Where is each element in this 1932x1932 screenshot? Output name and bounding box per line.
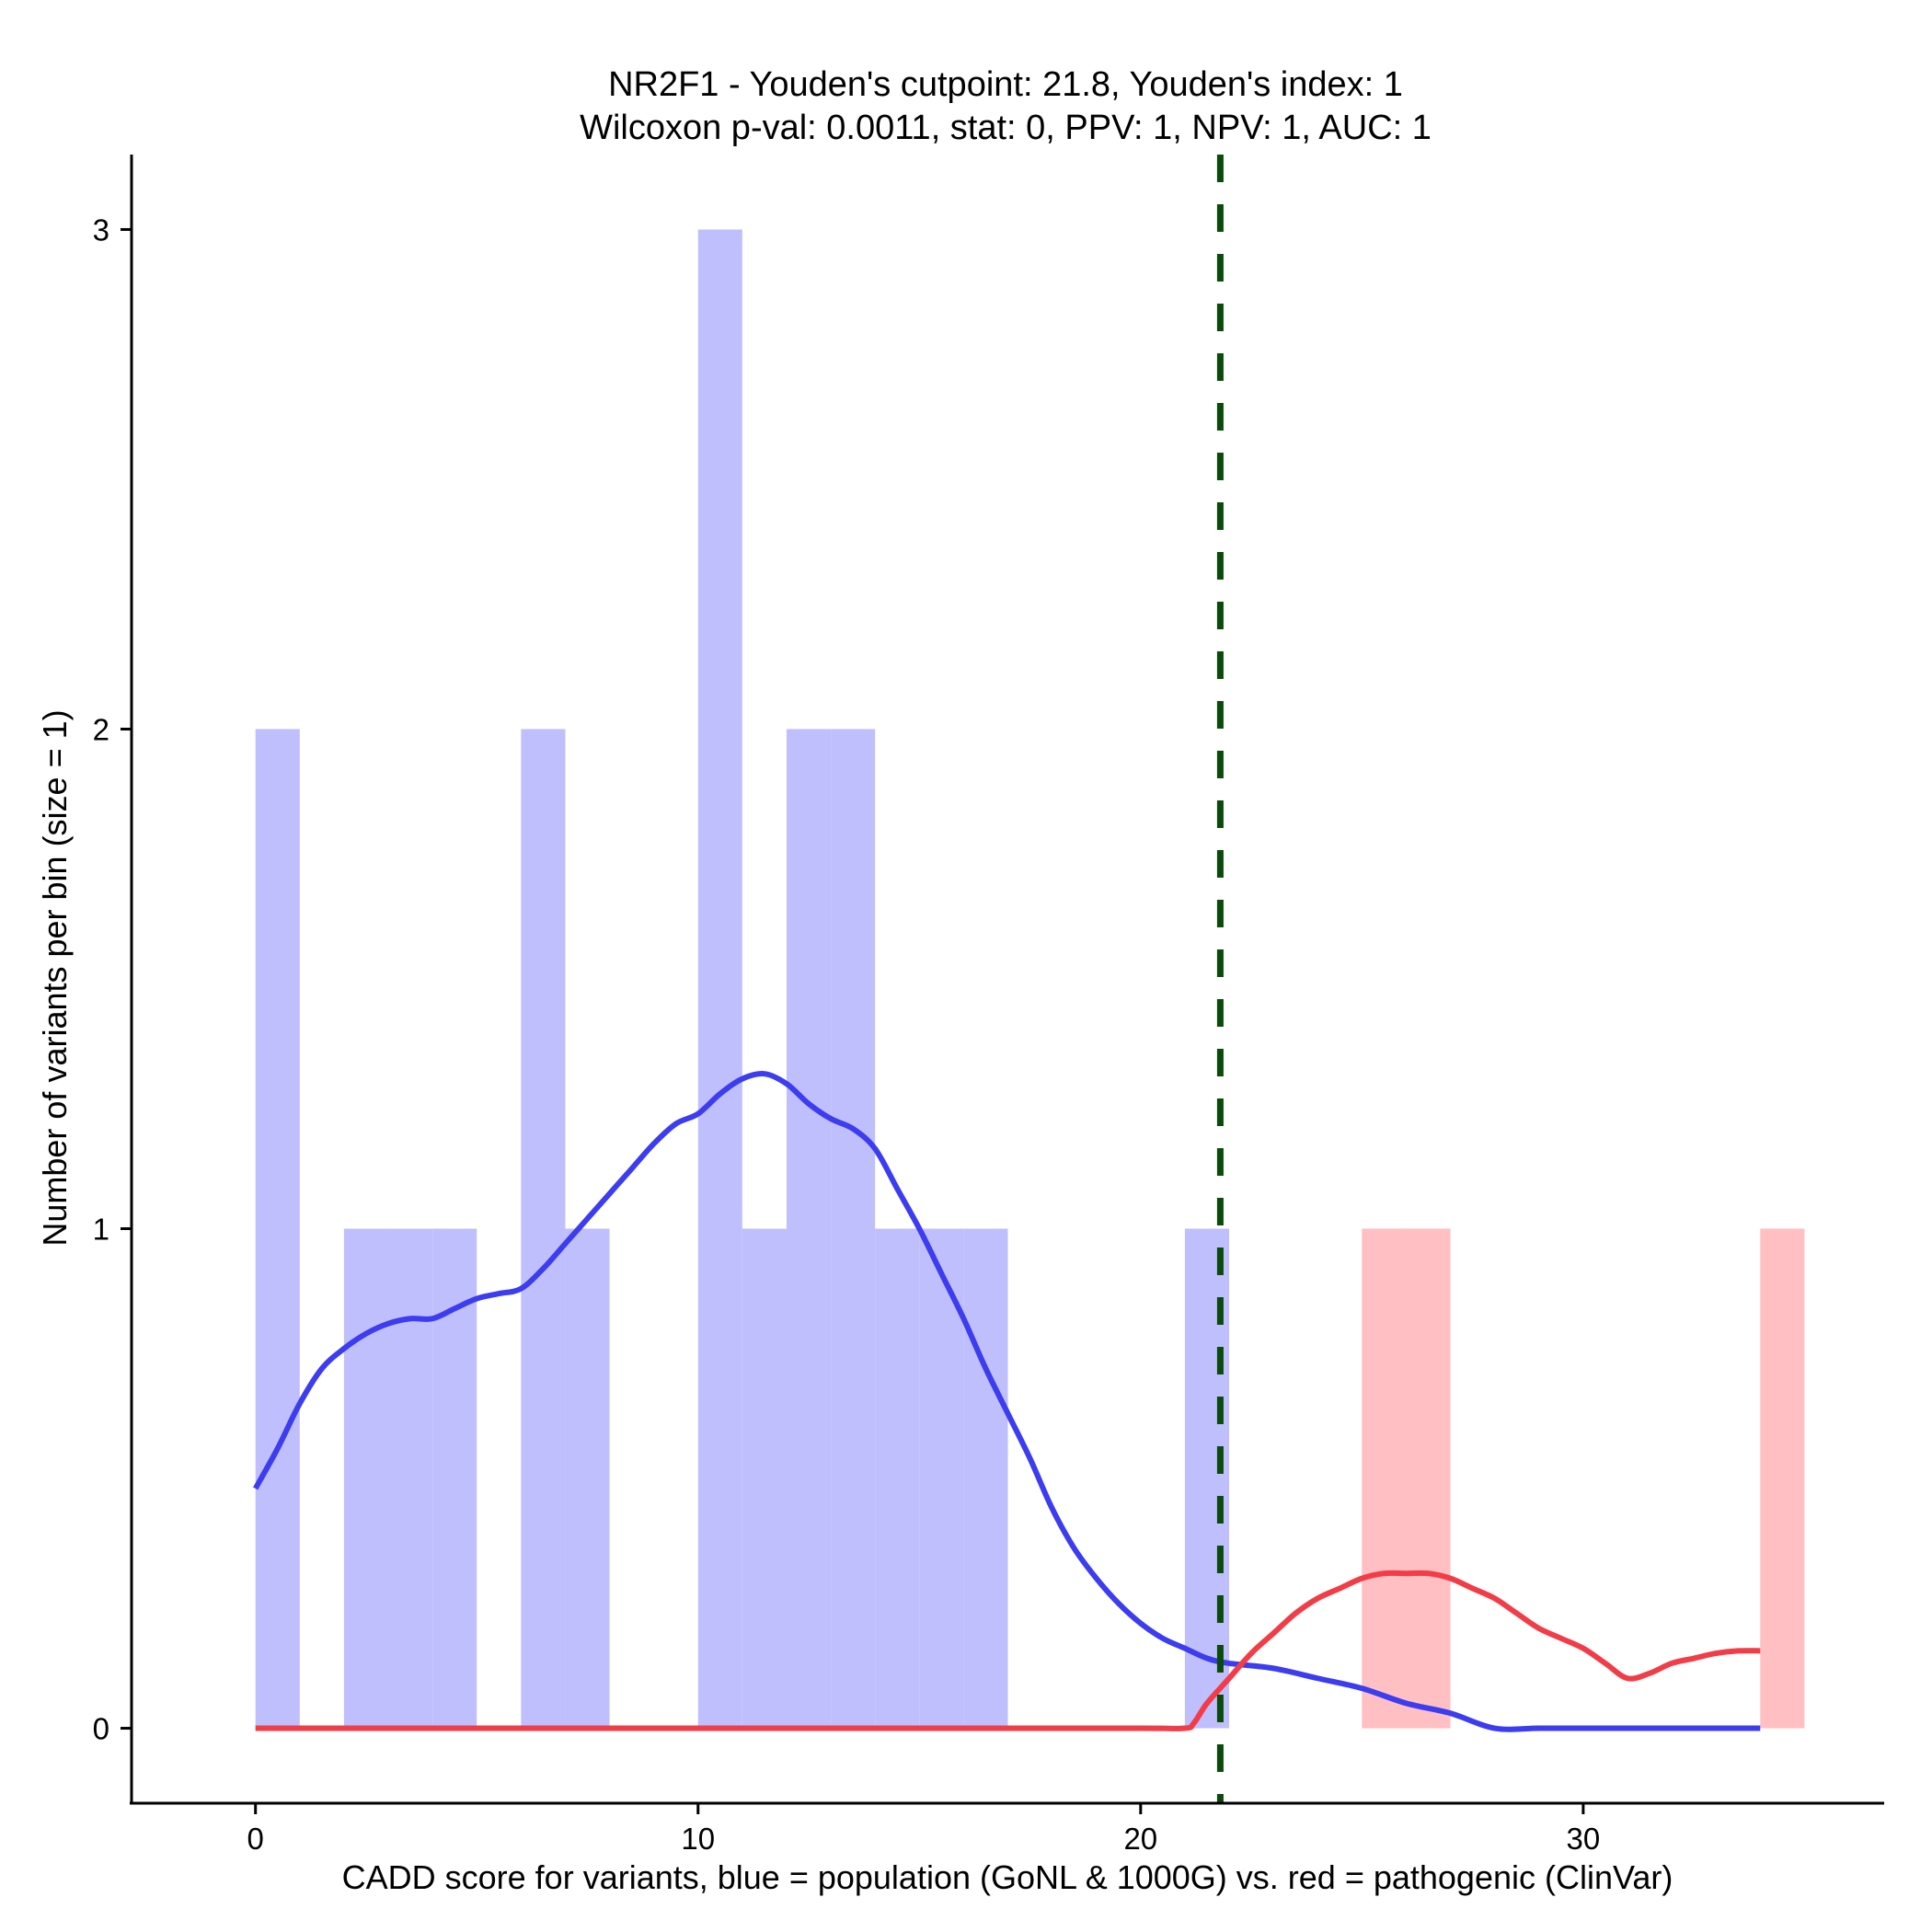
y-axis-title: Number of variants per bin (size = 1) (36, 709, 74, 1246)
pathogenic-bar-25 (1362, 1228, 1407, 1729)
population-bar-2 (343, 1228, 389, 1729)
x-tick-label: 10 (681, 1822, 715, 1856)
density-lines (253, 1071, 1761, 1732)
population-bars (255, 229, 1230, 1729)
x-tick-label: 0 (247, 1822, 264, 1856)
y-tick-label: 2 (93, 712, 109, 746)
x-axis-ticks: 0 10 20 30 (247, 1803, 1601, 1856)
y-axis-ticks: 0 1 2 3 (93, 213, 132, 1746)
chart-title: NR2F1 - Youden's cutpoint: 21.8, Youden'… (608, 65, 1403, 104)
population-bar-14 (875, 1228, 920, 1729)
population-bar-15 (919, 1228, 964, 1729)
population-bar-7 (565, 1228, 610, 1729)
y-tick-label: 3 (93, 213, 109, 247)
population-density-line (253, 1071, 1761, 1732)
pathogenic-density-line (255, 1570, 1761, 1731)
chart-subtitle: Wilcoxon p-val: 0.0011, stat: 0, PPV: 1,… (580, 109, 1432, 147)
population-bar-16 (963, 1228, 1008, 1729)
x-axis-title: CADD score for variants, blue = populati… (342, 1858, 1673, 1896)
population-bar-11 (742, 1228, 787, 1729)
pathogenic-bars (1362, 1228, 1805, 1729)
pathogenic-bar-26 (1406, 1228, 1451, 1729)
population-bar-0 (255, 729, 300, 1729)
population-bar-3 (388, 1228, 433, 1729)
x-tick-label: 30 (1567, 1822, 1601, 1856)
x-tick-label: 20 (1123, 1822, 1157, 1856)
y-tick-label: 1 (93, 1213, 109, 1247)
population-bar-6 (521, 729, 566, 1729)
population-bar-12 (786, 729, 832, 1729)
population-bar-4 (432, 1228, 477, 1729)
population-bar-10 (697, 229, 742, 1729)
population-bar-13 (831, 729, 876, 1729)
pathogenic-bar-34 (1760, 1228, 1805, 1729)
y-tick-label: 0 (93, 1712, 109, 1746)
